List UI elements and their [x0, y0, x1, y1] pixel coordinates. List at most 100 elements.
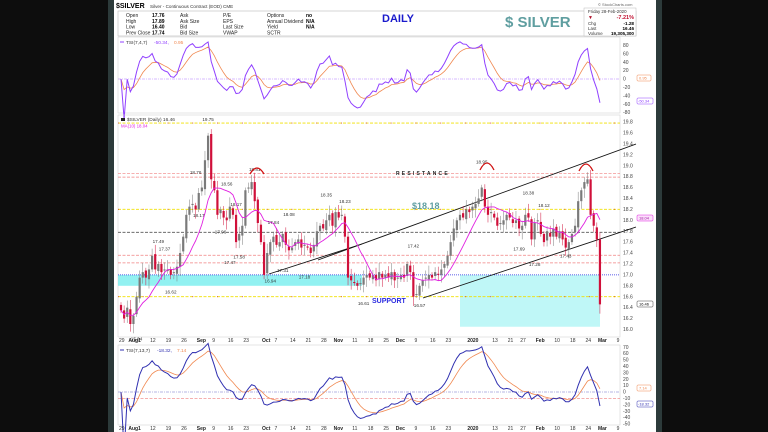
support-label: SUPPORT [372, 298, 407, 305]
candle-down [287, 246, 291, 251]
price-axis-label: 16.8 [623, 283, 633, 289]
candle-up [340, 214, 343, 216]
candle-down [213, 180, 216, 191]
price-annotation: 18.76 [190, 170, 202, 175]
tsi-top-signal-value: 0.95 [174, 40, 184, 46]
tsi-axis-label: 30 [623, 370, 629, 376]
price-axis-label: 16.2 [623, 316, 633, 322]
price-annotation: 17.96 [215, 229, 227, 234]
price-panel: 19.8 19.6 19.4 19.2 19.0 18.8 18.6 18.4 18.2 18.0… [117, 114, 654, 341]
candle-up [446, 255, 449, 266]
tsi-top-plot [118, 41, 620, 119]
date-label: 7 [275, 426, 278, 432]
tsi-bottom-marker-text: -18.32 [638, 402, 650, 407]
tsi-bottom-signal-marker [636, 384, 652, 392]
candle-down [119, 304, 123, 311]
candle-up [406, 263, 409, 276]
tsi-axis-label: 60 [623, 351, 629, 357]
price-axis-label: 16.4 [623, 305, 633, 311]
candle-up [449, 242, 452, 256]
symbol-title: $SILVER [116, 3, 145, 10]
price-axis-label: 18.6 [623, 185, 633, 191]
quote-value: N/A [306, 19, 315, 25]
tsi-top-frame [117, 36, 621, 114]
candle-down [437, 273, 440, 275]
candle-up [250, 182, 253, 190]
date-label: 13 [492, 338, 498, 344]
candle-down [216, 190, 219, 215]
volume-label: Volume [588, 31, 603, 36]
date-label: 19 [166, 426, 172, 432]
price-annotation: 17.28 [529, 262, 541, 267]
date-label: 23 [243, 338, 249, 344]
date-label: Feb [536, 426, 545, 432]
tsi-axis-label: 10 [623, 383, 629, 389]
candle-up [297, 239, 300, 244]
tsi-axis-label: -20 [623, 85, 630, 91]
candles [119, 129, 602, 334]
candle-up [334, 212, 337, 228]
quote-label: Ask Size [180, 19, 200, 25]
candle-down [381, 273, 384, 278]
tsi-line [120, 342, 601, 432]
date-label: Sep [197, 338, 206, 344]
candle-down [356, 283, 359, 286]
candle-up [238, 233, 241, 241]
date-label: Oct [262, 338, 271, 344]
candle-up [219, 209, 222, 214]
support-zone-right [460, 274, 600, 327]
candle-down [154, 254, 157, 270]
price-annotation: 16.61 [358, 301, 370, 306]
candle-up [384, 274, 387, 278]
price-annotation: 17.37 [159, 246, 171, 251]
price-annotation: 18.08 [283, 212, 295, 217]
candle-down [194, 205, 197, 210]
price-annotation: 17.69 [513, 246, 525, 251]
quote-value: no [306, 13, 312, 19]
date-label: 21 [306, 426, 312, 432]
quote-value: 17.76 [152, 13, 165, 19]
candle-down [129, 309, 132, 325]
candle-down [322, 224, 325, 229]
price-annotation: 18.95 [476, 159, 488, 164]
candle-down [144, 270, 147, 278]
tsi-axis-label: -80 [623, 110, 630, 116]
candle-up [477, 198, 480, 204]
summary-box: Friday 28-Feb-2020 ▼ -7.21% Chg -1.28 La… [583, 7, 637, 37]
quote-value: 16.40 [152, 25, 165, 31]
chg-label: Chg [588, 21, 597, 26]
candle-down [368, 273, 371, 278]
trendlines [268, 143, 637, 299]
candle-down [262, 242, 266, 275]
tsi-top-axis: 80 60 40 20 0 -20 -40 -60 -80 [623, 43, 630, 116]
tsi-top-marker-text: -50.34 [638, 99, 650, 104]
candle-up [178, 253, 182, 267]
price-axis-label: 19.8 [623, 120, 633, 126]
candle-up [573, 225, 577, 233]
candle-up [269, 242, 272, 255]
candle-down [412, 272, 415, 297]
candle-down [306, 246, 309, 248]
date-label: Nov [334, 426, 344, 432]
tsi-bottom-frame [117, 344, 621, 426]
candle-down [337, 212, 340, 218]
quote-value: 17.74 [152, 30, 165, 36]
date-label: 25 [383, 426, 389, 432]
candle-up [163, 269, 166, 271]
quote-label: EPS [223, 19, 234, 25]
candle-up [244, 190, 247, 226]
quote-label: Prev Close [126, 30, 151, 36]
date-label: 9 [414, 338, 417, 344]
tsi-bottom-plot [118, 342, 620, 432]
tsi-axis-label: 80 [623, 43, 629, 49]
down-arrow-icon: ▼ [588, 15, 593, 21]
price-axis-label: 18.4 [623, 196, 633, 202]
candle-down [517, 218, 521, 229]
candle-up [583, 182, 586, 189]
summary-frame [583, 7, 637, 37]
date-label: 26 [181, 338, 187, 344]
candle-up [586, 179, 589, 184]
candle-up [421, 280, 424, 286]
tsi-signal-line [120, 46, 601, 99]
